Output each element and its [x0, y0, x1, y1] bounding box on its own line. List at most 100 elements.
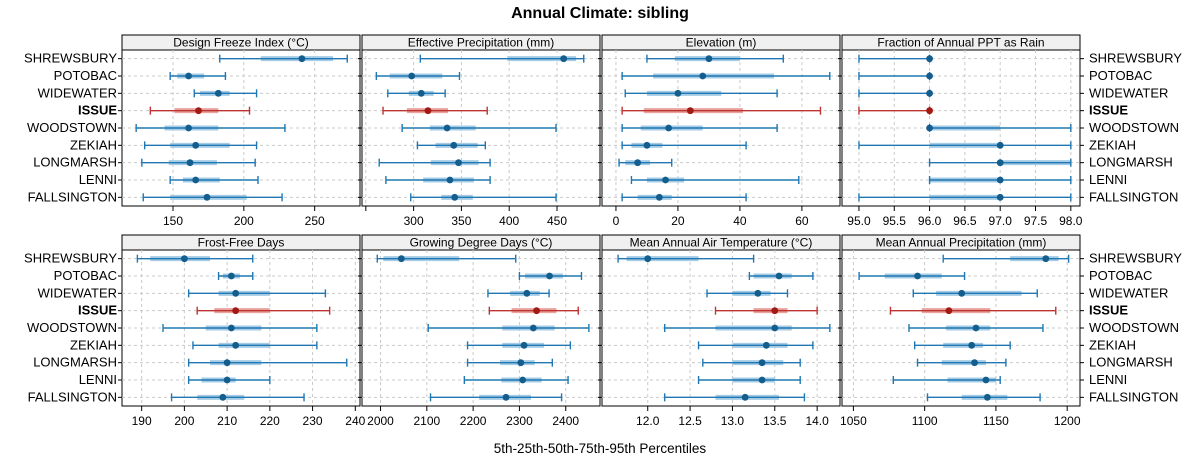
percentile-row-issue — [196, 306, 331, 315]
row-label-right: LONGMARSH — [1089, 355, 1173, 370]
median-dot — [223, 376, 231, 384]
median-dot — [408, 72, 416, 80]
median-dot — [699, 72, 707, 80]
median-dot — [762, 341, 770, 349]
percentile-row-fallsington — [142, 193, 283, 202]
row-label-left: FALLSINGTON — [28, 189, 117, 204]
median-dot — [529, 324, 537, 332]
row-label-left: ZEKIAH — [70, 337, 117, 352]
chart-title: Annual Climate: sibling — [511, 5, 689, 22]
median-dot — [424, 107, 432, 115]
strip-title: Effective Precipitation (mm) — [408, 36, 555, 50]
percentile-row-shrewsbury — [419, 54, 585, 63]
percentile-row-lenni — [892, 376, 1001, 384]
row-label-left: LENNI — [79, 172, 117, 187]
percentile-row-shrewsbury — [136, 254, 254, 263]
percentile-row-lenni — [169, 176, 259, 184]
row-label-right: ZEKIAH — [1089, 337, 1136, 352]
row-label-left: LENNI — [79, 372, 117, 387]
median-dot — [1042, 255, 1050, 263]
percentile-row-woodstown — [427, 324, 590, 332]
percentile-row-lenni — [630, 176, 800, 184]
median-dot — [758, 376, 766, 384]
row-label-right: LONGMARSH — [1089, 155, 1173, 170]
median-dot — [219, 393, 227, 401]
median-dot — [192, 141, 200, 149]
x-tick-label: 40 — [733, 214, 747, 228]
row-label-right: WOODSTOWN — [1089, 120, 1179, 135]
percentile-row-woodstown — [135, 124, 286, 132]
x-tick-label: 2300 — [506, 414, 533, 428]
median-dot — [643, 141, 651, 149]
row-label-left: WIDEWATER — [38, 85, 117, 100]
median-dot — [926, 72, 933, 80]
percentile-row-woodstown — [162, 324, 318, 332]
row-label-right: LENNI — [1089, 372, 1127, 387]
row-label-left: WOODSTOWN — [27, 120, 117, 135]
x-tick-label: 2100 — [413, 414, 440, 428]
row-label-left: LONGMARSH — [33, 155, 117, 170]
percentile-row-lenni — [463, 376, 569, 384]
row-label-right: ISSUE — [1089, 103, 1128, 118]
percentile-row-potobac — [375, 72, 461, 80]
x-tick-label: 190 — [132, 414, 152, 428]
percentile-row-longmarsh — [141, 158, 256, 167]
percentile-row-longmarsh — [378, 158, 491, 167]
strip-title: Growing Degree Days (°C) — [410, 236, 553, 250]
percentile-row-longmarsh — [916, 358, 1007, 367]
percentile-row-zekiah — [697, 341, 814, 350]
x-tick-label: 96.0 — [918, 214, 942, 228]
row-label-left: SHREWSBURY — [24, 51, 117, 66]
row-label-right: WIDEWATER — [1089, 85, 1168, 100]
median-dot — [232, 289, 240, 297]
percentile-row-issue — [149, 106, 251, 115]
median-dot — [971, 359, 978, 367]
x-tick-label: 12.5 — [678, 414, 702, 428]
x-tick-label: 200 — [174, 414, 194, 428]
x-tick-label: 97.5 — [1024, 214, 1048, 228]
x-tick-label: 2200 — [460, 414, 487, 428]
percentile-row-shrewsbury — [617, 254, 755, 263]
percentile-row-potobac — [748, 272, 814, 280]
x-tick-label: 97.0 — [989, 214, 1013, 228]
strip-title: Design Freeze Index (°C) — [173, 36, 309, 50]
x-tick-label: 0 — [613, 214, 620, 228]
percentile-row-widewater — [706, 289, 789, 298]
median-dot — [758, 359, 766, 367]
median-dot — [517, 359, 525, 367]
median-dot — [926, 107, 933, 115]
x-tick-label: 150 — [163, 214, 183, 228]
median-dot — [546, 272, 553, 280]
median-dot — [232, 307, 240, 315]
median-dot — [996, 193, 1004, 201]
x-tick-label: 2000 — [367, 414, 394, 428]
x-tick-label: 95.0 — [847, 214, 871, 228]
median-dot — [634, 159, 642, 167]
row-label-left: WOODSTOWN — [27, 320, 117, 335]
percentile-row-woodstown — [401, 124, 557, 132]
strip-title: Mean Annual Air Temperature (°C) — [630, 236, 813, 250]
percentile-row-zekiah — [416, 141, 487, 150]
panel-elevation-m: Elevation (m) 0 20 40 60 — [598, 34, 841, 228]
x-tick-label: 230 — [303, 414, 323, 428]
median-dot — [968, 341, 976, 349]
percentile-row-woodstown — [926, 124, 1072, 132]
percentile-row-zekiah — [621, 141, 747, 150]
percentile-row-widewater — [187, 289, 327, 298]
median-dot — [982, 376, 990, 384]
median-dot — [655, 193, 663, 201]
percentile-row-woodstown — [663, 324, 831, 332]
median-dot — [443, 124, 451, 132]
row-label-right: WOODSTOWN — [1089, 320, 1179, 335]
median-dot — [186, 159, 194, 167]
percentile-row-fallsington — [858, 193, 1072, 202]
x-tick-label: 12.0 — [636, 414, 660, 428]
median-dot — [520, 341, 528, 349]
x-tick-label: 13.5 — [763, 414, 787, 428]
panel-mean-annual-precipitation-mm: Mean Annual Precipitation (mm) 1050 1100 11… — [838, 234, 1084, 428]
percentile-row-longmarsh — [702, 358, 801, 367]
percentile-row-zekiah — [143, 141, 258, 150]
x-tick-label: 20 — [671, 214, 685, 228]
x-tick-label: 96.5 — [953, 214, 977, 228]
